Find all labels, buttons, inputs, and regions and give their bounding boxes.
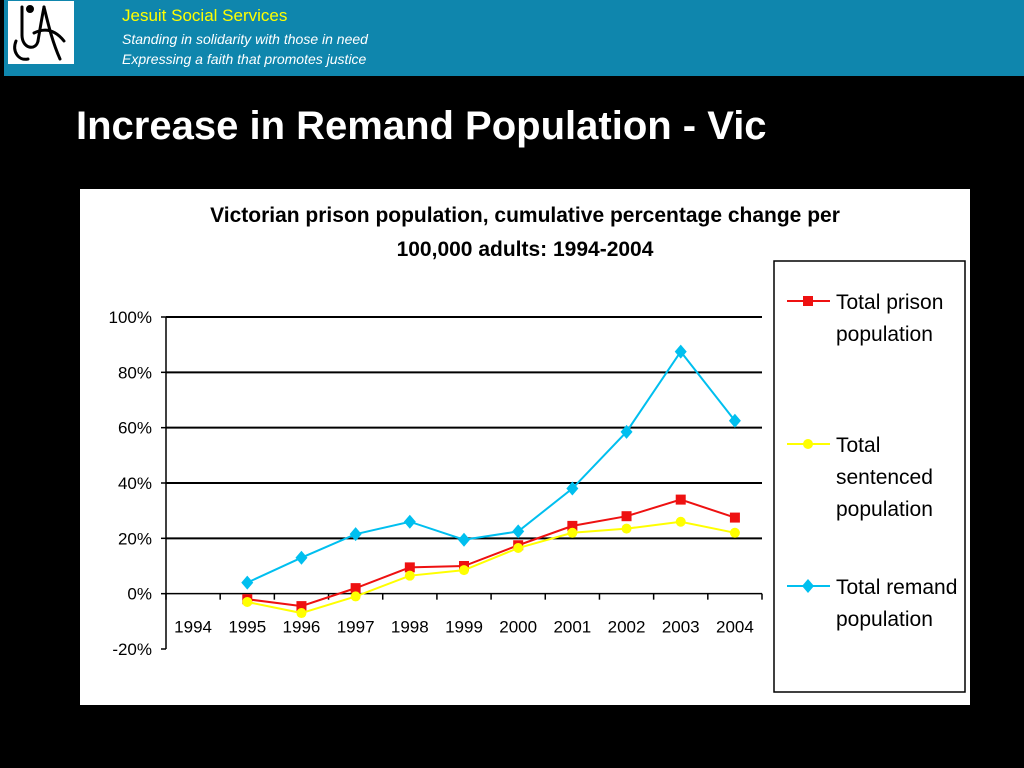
data-point-square [404,562,415,573]
series-line-0 [247,498,736,608]
tagline-justice: Expressing a faith that promotes justice [122,51,367,67]
data-point-square [296,601,307,612]
x-tick-label: 2002 [608,618,646,637]
slide-title: Increase in Remand Population - Vic [76,104,767,148]
data-point-diamond [295,550,308,565]
data-point-circle [513,543,524,554]
x-tick-label: 2001 [553,618,591,637]
legend-box [773,260,966,693]
data-point-square [675,494,686,505]
data-point-circle [729,527,740,538]
x-tick-label: 1997 [337,618,375,637]
x-tick-label: 1998 [391,618,429,637]
data-point-diamond [403,514,416,529]
legend-marker-circle [803,439,813,449]
data-point-diamond [512,524,525,539]
chart-panel: Victorian prison population, cumulative … [80,189,970,705]
data-point-diamond [728,413,741,428]
x-tick-label: 1999 [445,618,483,637]
legend-label: population [836,498,933,521]
x-tick-label: 1994 [174,618,212,637]
x-tick-label: 1996 [283,618,321,637]
x-tick-label: 2003 [662,618,700,637]
y-tick-label: 0% [127,585,152,604]
legend-label: Total [836,434,880,457]
y-tick-label: 40% [118,474,152,493]
data-point-diamond [674,344,687,359]
y-tick-label: 100% [109,308,152,327]
data-point-square [350,583,361,594]
data-point-diamond [566,481,579,496]
chart-title-line: Victorian prison population, cumulative … [210,204,840,227]
x-tick-label: 2004 [716,618,754,637]
data-point-square [729,512,740,523]
data-point-circle [675,516,686,527]
chart-title-line: 100,000 adults: 1994-2004 [397,238,654,261]
org-name: Jesuit Social Services [122,6,288,25]
tagline-solidarity: Standing in solidarity with those in nee… [122,31,368,47]
data-point-circle [621,523,632,534]
legend-label: population [836,608,933,631]
legend-label: Total remand [836,576,957,599]
y-tick-label: 20% [118,529,152,548]
series-line-2 [246,349,736,584]
y-tick-label: -20% [112,640,152,659]
line-chart: Victorian prison population, cumulative … [109,204,966,693]
series-line-1 [247,520,736,615]
x-tick-label: 2000 [499,618,537,637]
data-point-circle [350,591,361,602]
data-point-circle [296,608,307,619]
legend-label: Total prison [836,291,943,314]
data-point-circle [404,570,415,581]
x-tick-label: 1995 [228,618,266,637]
header-banner: Jesuit Social Services Standing in solid… [4,0,1024,76]
jss-logo-icon [8,1,74,64]
legend-label: sentenced [836,466,933,489]
data-point-square [567,520,578,531]
data-point-circle [459,565,469,576]
data-point-diamond [458,532,470,547]
legend-marker-diamond [802,579,814,593]
y-tick-label: 80% [118,363,152,382]
y-tick-label: 60% [118,419,152,438]
data-point-diamond [620,424,633,439]
data-point-circle [242,596,253,607]
legend-marker-square [803,296,813,306]
data-point-diamond [349,527,362,542]
legend-label: population [836,323,933,346]
data-point-circle [567,527,578,538]
data-point-diamond [241,575,254,590]
data-point-square [621,511,632,522]
